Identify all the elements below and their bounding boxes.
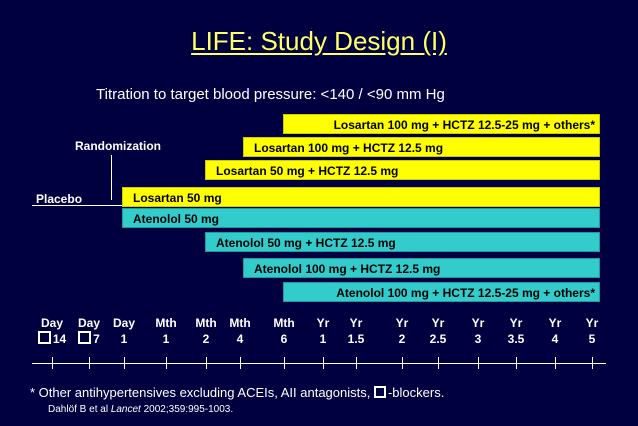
timepoint-unit: Yr (395, 316, 409, 330)
timepoint-label: Yr 1 (303, 315, 343, 347)
timepoint-unit: Yr (585, 316, 599, 330)
timeline-tick (438, 357, 439, 369)
atenolol-step3-bar: Atenolol 100 mg + HCTZ 12.5 mg (243, 258, 600, 278)
footnote-text-before: * Other antihypertensives excluding ACEI… (30, 385, 374, 400)
timeline-tick (52, 357, 53, 369)
timeline-axis (32, 363, 606, 364)
timepoint-value: 2 (202, 332, 210, 346)
timepoint-value: 14 (32, 331, 72, 347)
timepoint-label: Yr 2.5 (418, 315, 458, 347)
timeline-tick (592, 357, 593, 369)
timeline-tick (166, 357, 167, 369)
timepoint-value: 6 (280, 332, 288, 346)
atenolol-step2-bar: Atenolol 50 mg + HCTZ 12.5 mg (205, 232, 600, 252)
placebo-label: Placebo (36, 192, 83, 206)
timepoint-unit: Mth (273, 316, 295, 330)
slide-title: LIFE: Study Design (I) (191, 26, 447, 56)
placebo-line (32, 205, 122, 206)
timepoint-value: 4 (236, 332, 244, 346)
timeline-tick (206, 357, 207, 369)
timepoint-value: 1 (162, 332, 170, 346)
subtitle: Titration to target blood pressure: <140… (96, 86, 445, 103)
atenolol-step4-bar: Atenolol 100 mg + HCTZ 12.5-25 mg + othe… (283, 282, 600, 302)
timepoint-label: Yr 1.5 (336, 315, 376, 347)
timepoint-unit: Yr (316, 316, 330, 330)
timepoint-label: Yr 4 (535, 315, 575, 347)
timepoint-label: Mth 1 (146, 315, 186, 347)
timeline-tick (555, 357, 556, 369)
timepoint-unit: Day (77, 316, 100, 330)
randomization-label: Randomization (75, 139, 161, 153)
timeline-tick (323, 357, 324, 369)
timepoint-value: 7 (69, 331, 109, 347)
atenolol-step1-bar: Atenolol 50 mg (122, 208, 600, 228)
timepoint-label: Yr 5 (572, 315, 612, 347)
timepoint-label: Day 1 (104, 315, 144, 347)
timepoint-unit: Yr (349, 316, 363, 330)
timepoint-label: Yr 3 (458, 315, 498, 347)
minus-symbol-icon (37, 331, 51, 344)
timepoint-unit: Mth (155, 316, 177, 330)
timeline-tick (356, 357, 357, 369)
timepoint-label: Day 7 (69, 315, 109, 347)
citation: Dahlöf B et al Lancet 2002;359:995-1003. (48, 404, 233, 415)
timepoint-unit: Mth (195, 316, 217, 330)
citation-ref: 2002;359:995-1003. (140, 404, 234, 415)
timepoint-unit: Yr (431, 316, 445, 330)
timepoint-value: 1.5 (347, 332, 365, 346)
minus-symbol-icon (78, 331, 92, 344)
timepoint-label: Yr 3.5 (496, 315, 536, 347)
timeline-tick (402, 357, 403, 369)
footnote: * Other antihypertensives excluding ACEI… (30, 385, 444, 400)
timepoint-value: 2 (398, 332, 406, 346)
timeline-tick (240, 357, 241, 369)
timepoint-unit: Day (112, 316, 135, 330)
beta-symbol-icon (373, 386, 386, 398)
timepoint-unit: Yr (548, 316, 562, 330)
timepoint-value: 1 (120, 332, 128, 346)
timepoint-unit: Yr (509, 316, 523, 330)
timepoint-value: 3 (474, 332, 482, 346)
timepoint-value: 1 (319, 332, 327, 346)
citation-journal: Lancet (110, 404, 141, 415)
timepoint-unit: Day (40, 316, 63, 330)
timepoint-label: Day 14 (32, 315, 72, 347)
timepoint-unit: Yr (471, 316, 485, 330)
timepoint-value: 4 (551, 332, 559, 346)
losartan-step4-bar: Losartan 100 mg + HCTZ 12.5-25 mg + othe… (283, 114, 600, 134)
timeline-tick (516, 357, 517, 369)
timepoint-label: Mth 4 (220, 315, 260, 347)
footnote-text-after: -blockers. (387, 385, 445, 400)
timepoint-label: Yr 2 (382, 315, 422, 347)
timepoint-label: Mth 6 (264, 315, 304, 347)
citation-authors: Dahlöf B et al (48, 404, 111, 415)
losartan-step1-bar: Losartan 50 mg (122, 187, 600, 207)
timeline-tick (284, 357, 285, 369)
timeline-tick (89, 357, 90, 369)
timepoint-value: 5 (588, 332, 596, 346)
timeline-tick (124, 357, 125, 369)
timepoint-unit: Mth (229, 316, 251, 330)
timepoint-value: 3.5 (507, 332, 525, 346)
losartan-step3-bar: Losartan 100 mg + HCTZ 12.5 mg (243, 137, 600, 157)
losartan-step2-bar: Losartan 50 mg + HCTZ 12.5 mg (205, 160, 600, 180)
randomization-line (111, 155, 112, 200)
timepoint-label: Mth 2 (186, 315, 226, 347)
timepoint-value: 2.5 (429, 332, 447, 346)
timeline-tick (478, 357, 479, 369)
